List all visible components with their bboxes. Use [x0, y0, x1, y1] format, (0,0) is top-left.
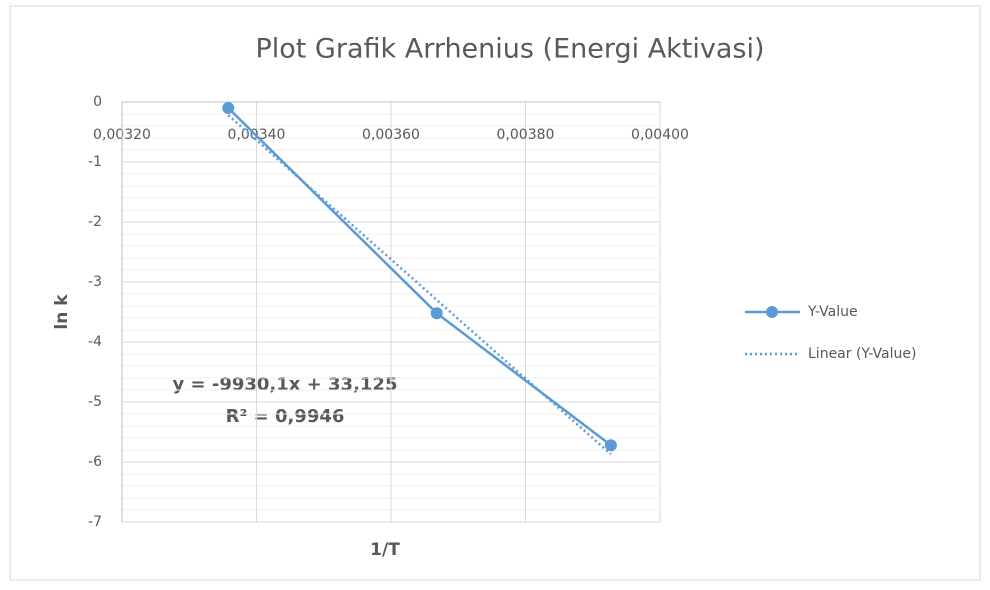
y-axis-label: ln k: [52, 294, 72, 330]
y-tick-label: -5: [88, 394, 102, 410]
x-tick-label: 0,00400: [631, 127, 689, 143]
x-tick-label: 0,00360: [362, 127, 420, 143]
y-tick-label: -7: [88, 514, 102, 530]
point: [430, 307, 443, 320]
y-tick-label: -3: [88, 274, 102, 290]
x-axis-label: 1/T: [370, 540, 400, 560]
trendline: [227, 114, 612, 456]
y-tick-label: -1: [88, 154, 102, 170]
y-tick-label: -6: [88, 454, 102, 470]
point: [222, 102, 235, 114]
y-tick-label: -2: [88, 214, 102, 230]
legend-label: Y-Value: [807, 304, 858, 320]
x-tick-label: 0,00380: [497, 127, 555, 143]
legend-marker: [766, 306, 778, 318]
trend-equation: y = -9930,1x + 33,125: [173, 374, 398, 395]
legend-label: Linear (Y-Value): [808, 346, 916, 362]
chart-border: [9, 5, 981, 581]
point: [604, 439, 617, 452]
y-tick-label: -4: [88, 334, 102, 350]
chart-title: Plot Grafik Arrhenius (Energi Aktivasi): [255, 34, 764, 65]
y-tick-label: 0: [93, 94, 102, 110]
r-squared: R² = 0,9946: [226, 406, 345, 427]
